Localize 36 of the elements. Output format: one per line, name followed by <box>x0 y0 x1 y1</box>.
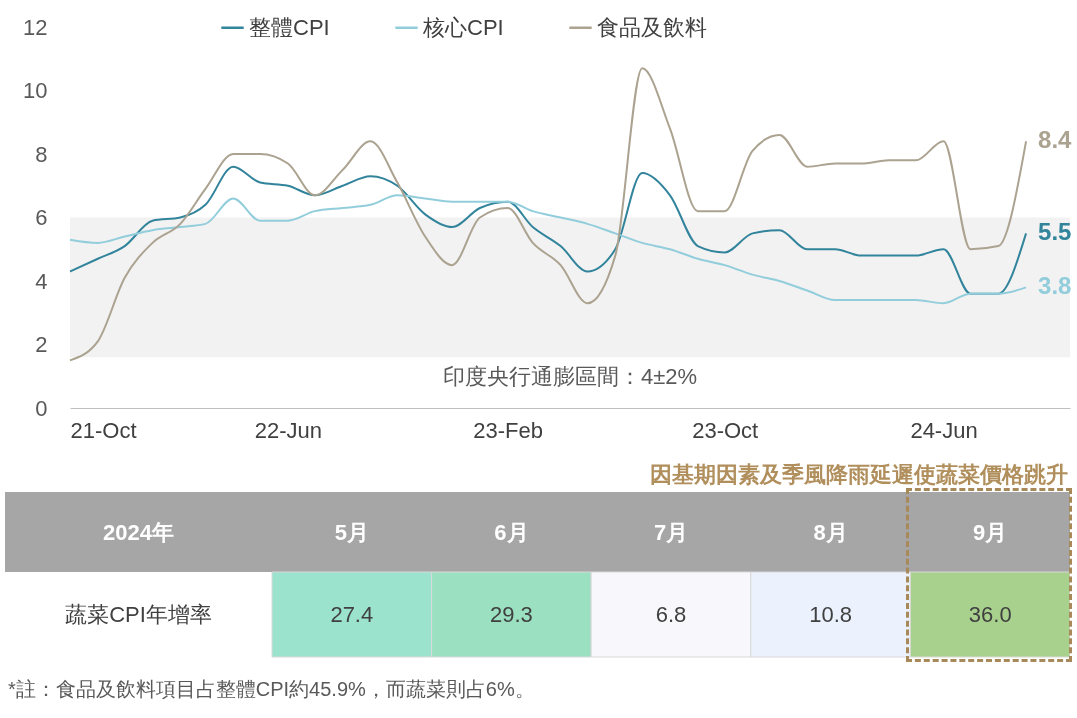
legend-label: 整體CPI <box>249 14 330 40</box>
x-tick-label: 21-Oct <box>70 417 137 443</box>
x-tick-label: 22-Jun <box>254 417 323 443</box>
y-tick-label: 蔬菜CPI年增率 <box>65 601 212 627</box>
data-label: 27.4 <box>330 601 374 627</box>
text: 因基期因素及季風降雨延遲使蔬菜價格跳升 <box>650 461 1068 489</box>
data-label: 6.8 <box>655 601 687 627</box>
x-tick-label: 6月 <box>494 519 529 545</box>
line-series <box>69 67 1028 362</box>
y-tick-label: 2 <box>35 332 48 357</box>
text: *註：食品及飲料項目占整體CPI約45.9%，而蔬菜則占6%。 <box>8 677 535 702</box>
line-series <box>69 194 1028 305</box>
data-label: 5.5 <box>1038 218 1072 246</box>
x-tick-label: 7月 <box>653 519 689 545</box>
line-series <box>69 165 1028 295</box>
data-label: 29.3 <box>489 601 533 627</box>
legend-label: 食品及飲料 <box>597 14 707 40</box>
y-tick-label: 10 <box>23 78 48 103</box>
y-tick-label: 4 <box>35 268 48 294</box>
y-axis-title: 2024年 <box>103 519 174 545</box>
x-tick-label: 23-Oct <box>692 417 759 443</box>
data-label: 3.8 <box>1038 272 1072 300</box>
y-tick-label: 12 <box>23 14 48 40</box>
x-tick-label: 9月 <box>973 519 1008 545</box>
data-label: 36.0 <box>968 601 1012 627</box>
band-label: 印度央行通膨區間：4±2% <box>442 364 698 390</box>
x-tick-label: 5月 <box>334 519 369 545</box>
legend-label: 核心CPI <box>422 14 504 40</box>
y-tick-label: 8 <box>35 141 48 167</box>
x-tick-label: 8月 <box>813 519 848 545</box>
y-tick-label: 0 <box>35 395 48 421</box>
data-label: 10.8 <box>809 601 853 627</box>
x-tick-label: 24-Jun <box>910 417 978 443</box>
x-tick-label: 23-Feb <box>473 417 544 443</box>
data-label: 8.4 <box>1038 126 1073 154</box>
y-tick-label: 6 <box>35 205 48 230</box>
